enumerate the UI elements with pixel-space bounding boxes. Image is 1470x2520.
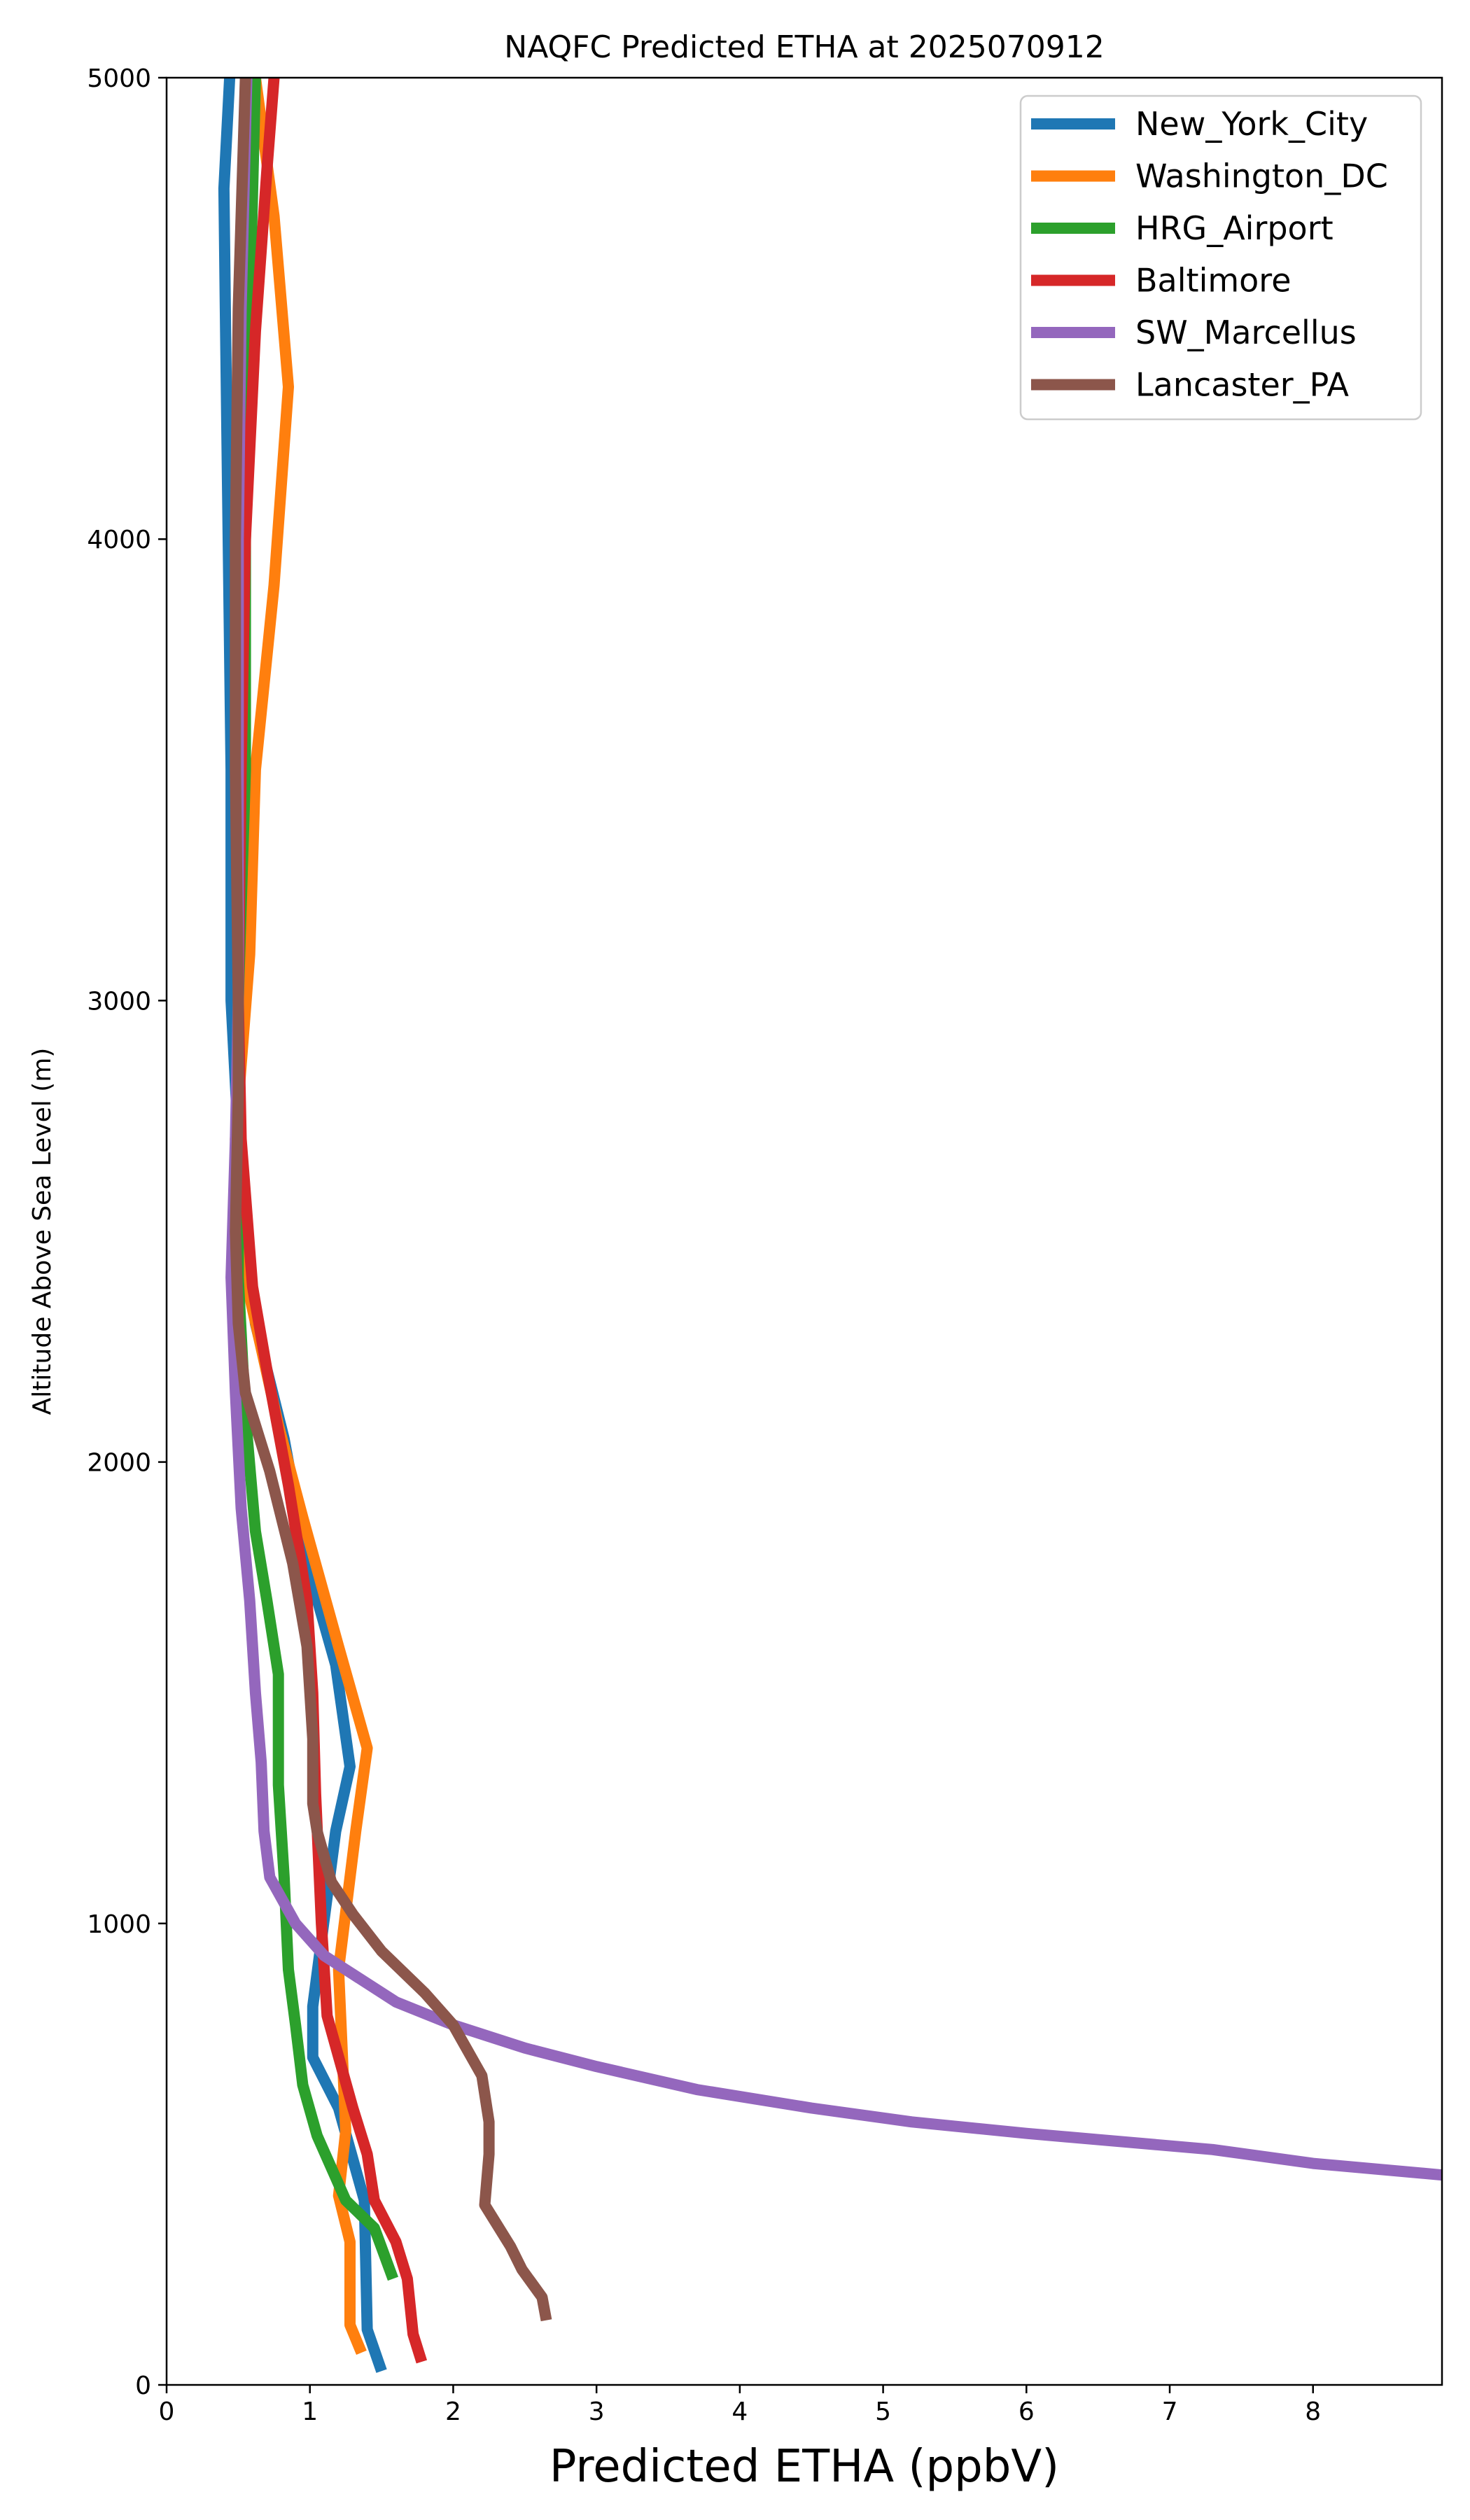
x-tick-label: 0 — [159, 2398, 175, 2426]
y-axis-ticks: 0 1000 2000 3000 4000 5000 — [87, 64, 167, 2400]
y-tick-label: 2000 — [87, 1449, 151, 1478]
y-tick-label: 4000 — [87, 526, 151, 554]
plot-frame — [165, 76, 1443, 2386]
legend-label: New_York_City — [1135, 105, 1368, 143]
series-layer — [218, 78, 1442, 2373]
x-tick-label: 3 — [589, 2398, 605, 2426]
x-tick-label: 2 — [445, 2398, 461, 2426]
y-tick-label: 0 — [135, 2372, 151, 2400]
y-tick-label: 1000 — [87, 1910, 151, 1939]
x-tick-label: 6 — [1018, 2398, 1035, 2426]
x-tick-label: 1 — [302, 2398, 318, 2426]
series-line-lancaster-pa — [230, 78, 552, 2322]
x-axis-label: Predicted ETHA (ppbV) — [550, 2441, 1059, 2493]
y-axis-label: Altitude Above Sea Level (m) — [28, 1048, 57, 1415]
legend-label: HRG_Airport — [1135, 209, 1334, 247]
series-line-baltimore — [232, 78, 428, 2364]
y-tick-label: 5000 — [87, 64, 151, 93]
series-line-new-york-city — [218, 78, 387, 2373]
legend-label: Washington_DC — [1135, 158, 1388, 195]
legend: New_York_City Washington_DC HRG_Airport Bal… — [1019, 94, 1422, 421]
y-tick-label: 3000 — [87, 987, 151, 1016]
x-tick-label: 8 — [1305, 2398, 1321, 2426]
legend-label: SW_Marcellus — [1135, 314, 1357, 351]
x-tick-label: 7 — [1162, 2398, 1178, 2426]
x-tick-label: 4 — [732, 2398, 748, 2426]
legend-label: Baltimore — [1135, 262, 1292, 300]
chart-title: NAQFC Predicted ETHA at 2025070912 — [504, 29, 1104, 65]
x-axis-ticks: 0 1 2 3 4 5 6 7 8 — [159, 2385, 1321, 2426]
legend-frame — [1019, 94, 1422, 421]
legend-label: Lancaster_PA — [1135, 366, 1349, 404]
x-tick-label: 5 — [875, 2398, 891, 2426]
